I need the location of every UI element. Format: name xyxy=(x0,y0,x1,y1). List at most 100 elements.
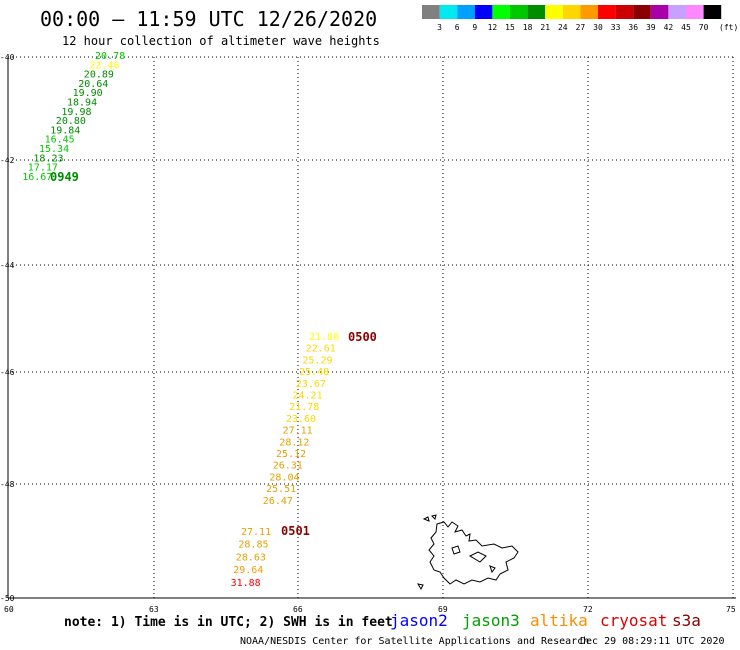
legend-label: 21 xyxy=(540,23,550,32)
swh-value: 20.89 xyxy=(84,70,114,81)
legend-swatch xyxy=(422,5,440,19)
track-time-label: 0500 xyxy=(348,330,377,344)
legend-swatch xyxy=(545,5,563,19)
legend-swatch xyxy=(474,5,493,19)
legend-swatch xyxy=(703,5,722,19)
lon-label: 60 xyxy=(4,605,14,614)
legend-swatch xyxy=(650,5,669,19)
legend-unit: (ft) xyxy=(719,23,738,32)
swh-value: 25.51 xyxy=(266,484,296,495)
swh-value: 28.63 xyxy=(236,552,266,563)
legend-label: 45 xyxy=(681,23,691,32)
lat-label: -50 xyxy=(0,594,15,603)
legend-label: 30 xyxy=(593,23,603,32)
swh-value: 18.23 xyxy=(33,153,63,164)
swh-value: 20.78 xyxy=(95,51,125,62)
satellite-cryosat: cryosat xyxy=(600,611,667,630)
swh-value: 19.84 xyxy=(50,125,80,136)
legend-label: 27 xyxy=(576,23,586,32)
satellite-altika: altika xyxy=(530,611,588,630)
legend-label: 24 xyxy=(558,23,568,32)
swh-value: 19.90 xyxy=(73,88,103,99)
legend-swatch xyxy=(510,5,528,19)
footer-note: note: 1) Time is in UTC; 2) SWH is in fe… xyxy=(64,615,393,630)
legend-swatch xyxy=(615,5,634,19)
legend-label: 9 xyxy=(472,23,477,32)
swh-value: 22.46 xyxy=(89,60,119,71)
satellite-s3a: s3a xyxy=(672,611,701,630)
swh-value: 16.45 xyxy=(45,135,75,146)
lat-label: -46 xyxy=(0,368,15,377)
latitude-labels: -40 -42 -44 -46 -48 -50 xyxy=(0,53,15,603)
swh-value: 26.31 xyxy=(273,461,303,472)
legend-swatch xyxy=(668,5,686,19)
longitude-labels: 60 63 66 69 72 75 xyxy=(4,605,736,614)
lon-label: 69 xyxy=(438,605,448,614)
legend-label: 42 xyxy=(664,23,674,32)
legend-label: 12 xyxy=(488,23,498,32)
swh-value: 21.86 xyxy=(309,332,339,343)
legend-label: 70 xyxy=(699,23,709,32)
lon-label: 72 xyxy=(583,605,593,614)
satellite-jason3: jason3 xyxy=(462,611,520,630)
swh-value: 28.85 xyxy=(238,540,268,551)
lat-label: -42 xyxy=(0,156,15,165)
swh-value: 20.64 xyxy=(78,79,108,90)
swh-value: 25.12 xyxy=(276,449,306,460)
swh-value: 26.47 xyxy=(263,496,293,507)
swh-value: 25.29 xyxy=(302,355,332,366)
legend-label: 36 xyxy=(628,23,638,32)
legend-swatch xyxy=(439,5,458,19)
map-subtitle: 12 hour collection of altimeter wave hei… xyxy=(62,34,380,48)
lat-label: -40 xyxy=(0,53,15,62)
legend-label: 33 xyxy=(611,23,621,32)
swh-value: 17.17 xyxy=(28,163,58,174)
legend-label: 3 xyxy=(437,23,442,32)
legend-swatch xyxy=(598,5,616,19)
lat-label: -44 xyxy=(0,261,15,270)
legend-swatch xyxy=(527,5,546,19)
swh-value: 27.11 xyxy=(241,527,271,538)
track-time-label: 0949 xyxy=(50,170,79,184)
track-time-label: 0501 xyxy=(281,524,310,538)
kerguelen-islands-outline xyxy=(416,514,519,591)
legend-label: 6 xyxy=(455,23,460,32)
legend-swatch xyxy=(492,5,510,19)
swh-value: 21.78 xyxy=(289,402,319,413)
lon-label: 75 xyxy=(726,605,736,614)
swh-value: 25.48 xyxy=(299,367,329,378)
legend-label: 18 xyxy=(523,23,533,32)
lat-label: -48 xyxy=(0,480,15,489)
swh-value: 24.21 xyxy=(293,391,323,402)
footer-timestamp: Dec 29 08:29:11 UTC 2020 xyxy=(580,636,725,647)
lat-lon-grid xyxy=(7,56,736,599)
swh-value: 15.34 xyxy=(39,144,69,155)
legend-swatch xyxy=(457,5,475,19)
map-title: 00:00 — 11:59 UTC 12/26/2020 xyxy=(40,7,377,31)
satellite-legend: jason2 jason3 altika cryosat s3a xyxy=(390,611,701,630)
swh-value: 28.12 xyxy=(279,437,309,448)
legend-swatch xyxy=(633,5,651,19)
lon-label: 63 xyxy=(149,605,159,614)
legend-swatch xyxy=(562,5,581,19)
swh-value: 20.80 xyxy=(56,116,86,127)
lon-label: 66 xyxy=(293,605,303,614)
swh-legend: 3 6 9 12 15 18 21 24 27 30 33 36 39 42 45 70 (ft) xyxy=(422,5,738,32)
legend-label: 39 xyxy=(646,23,656,32)
altimeter-tracks: 20.7822.4620.8920.6419.9018.9419.9820.80… xyxy=(22,51,377,589)
swh-value: 19.98 xyxy=(61,107,91,118)
swh-value: 28.04 xyxy=(269,472,299,483)
legend-label: 15 xyxy=(505,23,515,32)
footer-credit: NOAA/NESDIS Center for Satellite Applica… xyxy=(240,636,589,647)
swh-value: 22.61 xyxy=(306,344,336,355)
legend-swatch xyxy=(686,5,704,19)
satellite-jason2: jason2 xyxy=(390,611,448,630)
swh-value: 23.60 xyxy=(286,414,316,425)
swh-value: 27.11 xyxy=(283,426,313,437)
swh-value: 18.94 xyxy=(67,98,97,109)
swh-value: 23.67 xyxy=(296,379,326,390)
swh-value: 16.67 xyxy=(22,172,52,183)
swh-value: 29.64 xyxy=(233,565,263,576)
swh-value: 31.88 xyxy=(231,578,261,589)
